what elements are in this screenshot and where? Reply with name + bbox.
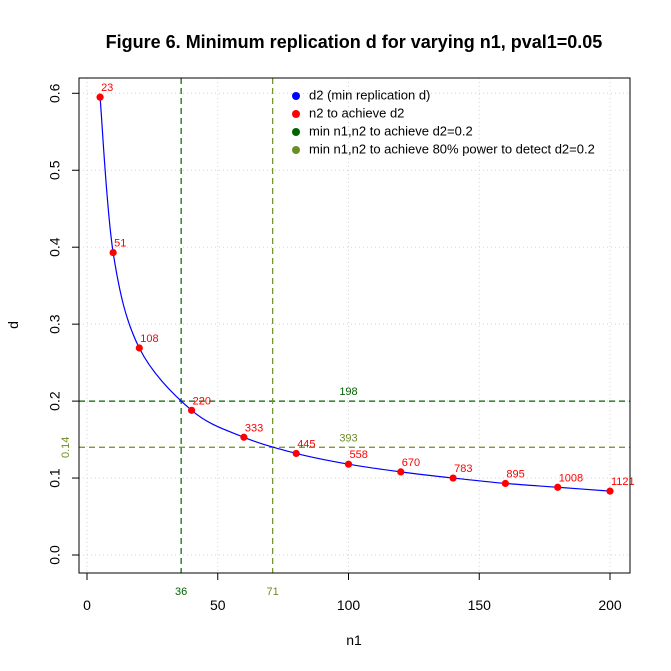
data-point bbox=[109, 248, 117, 257]
y-tick-label: 0.6 bbox=[47, 83, 63, 103]
x-tick-label: 200 bbox=[598, 597, 622, 613]
legend-label: n2 to achieve d2 bbox=[309, 105, 404, 120]
data-point bbox=[397, 468, 405, 476]
data-points bbox=[96, 93, 614, 495]
legend-marker bbox=[292, 110, 300, 118]
hline-power-label: 393 bbox=[339, 432, 357, 444]
point-label: 220 bbox=[193, 395, 211, 407]
data-point bbox=[96, 93, 104, 101]
legend-marker bbox=[292, 92, 300, 100]
x-axis-title: n1 bbox=[346, 632, 362, 648]
y-tick-label: 0.0 bbox=[47, 545, 63, 565]
point-label: 558 bbox=[350, 449, 368, 461]
point-label: 783 bbox=[454, 463, 472, 475]
legend-label: min n1,n2 to achieve 80% power to detect… bbox=[309, 141, 595, 156]
y-axis: 0.0 0.1 0.2 0.3 0.4 0.5 0.6 bbox=[47, 83, 80, 565]
y-axis-title: d bbox=[5, 321, 21, 329]
vline-power-label: 71 bbox=[267, 586, 279, 598]
point-label: 51 bbox=[114, 238, 126, 250]
point-label: 895 bbox=[506, 468, 524, 480]
data-point bbox=[188, 406, 196, 414]
data-point bbox=[135, 344, 143, 352]
y-tick-label: 0.5 bbox=[47, 160, 63, 180]
data-point bbox=[292, 449, 300, 458]
point-label: 23 bbox=[101, 82, 113, 94]
point-label: 333 bbox=[245, 422, 263, 434]
y-tick-label: 0.2 bbox=[47, 391, 63, 411]
x-tick-label: 150 bbox=[468, 597, 492, 613]
point-label: 445 bbox=[297, 438, 315, 450]
data-point bbox=[606, 487, 614, 495]
data-point bbox=[449, 474, 457, 482]
y-tick-label: 0.4 bbox=[47, 237, 63, 257]
legend-label: d2 (min replication d) bbox=[309, 87, 430, 102]
data-point bbox=[501, 479, 509, 488]
point-label: 670 bbox=[402, 457, 420, 469]
legend: d2 (min replication d) n2 to achieve d2 mi… bbox=[292, 87, 595, 156]
legend-marker bbox=[292, 146, 300, 154]
x-tick-label: 100 bbox=[337, 597, 361, 613]
x-tick-label: 50 bbox=[210, 597, 226, 613]
y-tick-label: 0.3 bbox=[47, 314, 63, 334]
legend-marker bbox=[292, 128, 300, 136]
point-label: 1008 bbox=[559, 472, 583, 484]
legend-label: min n1,n2 to achieve d2=0.2 bbox=[309, 123, 473, 138]
chart-title: Figure 6. Minimum replication d for vary… bbox=[106, 32, 603, 52]
x-tick-label: 0 bbox=[83, 597, 91, 613]
reference-lines: 198 393 0.14 36 71 bbox=[60, 78, 630, 598]
hline-d2-label: 198 bbox=[339, 386, 357, 398]
point-label: 108 bbox=[140, 333, 158, 345]
data-point bbox=[344, 460, 353, 468]
hline-power-y-label: 0.14 bbox=[60, 437, 72, 458]
point-labels: 23 51 108 220 333 445 558 670 783 895 1008 1121 bbox=[101, 82, 635, 488]
data-point bbox=[240, 433, 248, 441]
vline-d2-label: 36 bbox=[175, 586, 187, 598]
x-axis: 0 50 100 150 200 bbox=[83, 572, 622, 613]
y-tick-label: 0.1 bbox=[47, 468, 63, 488]
point-label: 1121 bbox=[611, 476, 635, 488]
data-point bbox=[554, 483, 562, 491]
